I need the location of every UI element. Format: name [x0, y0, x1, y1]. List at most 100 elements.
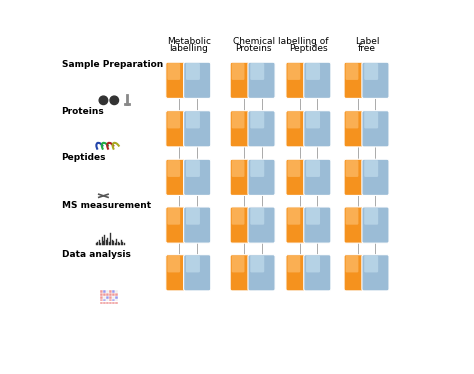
FancyBboxPatch shape — [286, 159, 313, 195]
Bar — [109, 293, 112, 295]
FancyBboxPatch shape — [230, 62, 257, 98]
Bar — [115, 296, 118, 298]
Text: Chemical labelling of: Chemical labelling of — [233, 37, 328, 46]
FancyBboxPatch shape — [250, 63, 264, 80]
FancyBboxPatch shape — [232, 208, 245, 225]
Bar — [109, 302, 112, 304]
FancyBboxPatch shape — [166, 255, 193, 291]
FancyBboxPatch shape — [250, 255, 264, 272]
Text: Label: Label — [355, 37, 379, 46]
FancyBboxPatch shape — [306, 160, 320, 177]
Text: Peptides: Peptides — [62, 153, 106, 162]
Bar — [115, 293, 118, 295]
FancyBboxPatch shape — [306, 208, 320, 225]
FancyBboxPatch shape — [288, 208, 300, 225]
Bar — [112, 290, 115, 293]
Text: MS measurement: MS measurement — [62, 201, 151, 210]
FancyBboxPatch shape — [286, 255, 313, 291]
FancyBboxPatch shape — [232, 111, 245, 128]
FancyBboxPatch shape — [344, 207, 371, 243]
FancyBboxPatch shape — [248, 62, 275, 98]
FancyBboxPatch shape — [167, 63, 180, 80]
FancyBboxPatch shape — [250, 160, 264, 177]
FancyBboxPatch shape — [344, 62, 371, 98]
FancyBboxPatch shape — [166, 207, 193, 243]
FancyBboxPatch shape — [364, 160, 378, 177]
Bar — [106, 293, 109, 295]
FancyBboxPatch shape — [364, 111, 378, 128]
Bar — [109, 290, 112, 293]
FancyBboxPatch shape — [286, 62, 313, 98]
Bar — [115, 290, 118, 293]
FancyBboxPatch shape — [248, 159, 275, 195]
FancyBboxPatch shape — [186, 208, 200, 225]
FancyBboxPatch shape — [167, 111, 180, 128]
FancyBboxPatch shape — [248, 255, 275, 291]
Bar — [112, 296, 115, 298]
Bar — [112, 302, 115, 304]
Bar — [103, 296, 106, 298]
FancyBboxPatch shape — [346, 111, 358, 128]
Bar — [115, 299, 118, 301]
FancyBboxPatch shape — [166, 111, 193, 147]
Bar — [106, 290, 109, 293]
FancyBboxPatch shape — [286, 111, 313, 147]
Bar — [103, 290, 106, 293]
FancyBboxPatch shape — [362, 62, 389, 98]
FancyBboxPatch shape — [248, 207, 275, 243]
FancyBboxPatch shape — [186, 63, 200, 80]
FancyBboxPatch shape — [232, 160, 245, 177]
Bar — [103, 293, 106, 295]
Bar — [112, 299, 115, 301]
FancyBboxPatch shape — [346, 160, 358, 177]
FancyBboxPatch shape — [362, 255, 389, 291]
Bar — [100, 293, 103, 295]
FancyBboxPatch shape — [344, 159, 371, 195]
FancyBboxPatch shape — [288, 255, 300, 272]
FancyBboxPatch shape — [362, 159, 389, 195]
Text: Data analysis: Data analysis — [62, 250, 130, 259]
FancyBboxPatch shape — [286, 207, 313, 243]
FancyBboxPatch shape — [288, 63, 300, 80]
FancyBboxPatch shape — [306, 111, 320, 128]
FancyBboxPatch shape — [304, 111, 331, 147]
Text: Sample Preparation: Sample Preparation — [62, 60, 163, 70]
Text: free: free — [358, 44, 376, 53]
Text: labelling: labelling — [169, 44, 208, 53]
FancyBboxPatch shape — [364, 208, 378, 225]
FancyBboxPatch shape — [230, 159, 257, 195]
FancyBboxPatch shape — [362, 111, 389, 147]
Circle shape — [110, 96, 118, 105]
Text: Proteins: Proteins — [235, 44, 271, 53]
Bar — [106, 302, 109, 304]
FancyBboxPatch shape — [364, 63, 378, 80]
FancyBboxPatch shape — [250, 111, 264, 128]
FancyBboxPatch shape — [183, 255, 211, 291]
FancyBboxPatch shape — [186, 255, 200, 272]
Bar — [106, 299, 109, 301]
Bar — [115, 302, 118, 304]
FancyBboxPatch shape — [166, 62, 193, 98]
Bar — [103, 299, 106, 301]
FancyBboxPatch shape — [288, 160, 300, 177]
FancyBboxPatch shape — [306, 255, 320, 272]
FancyBboxPatch shape — [183, 62, 211, 98]
FancyBboxPatch shape — [232, 63, 245, 80]
FancyBboxPatch shape — [304, 207, 331, 243]
FancyBboxPatch shape — [250, 208, 264, 225]
Text: Metabolic: Metabolic — [167, 37, 210, 46]
FancyBboxPatch shape — [362, 207, 389, 243]
Bar — [100, 296, 103, 298]
FancyBboxPatch shape — [230, 111, 257, 147]
FancyBboxPatch shape — [306, 63, 320, 80]
Bar — [100, 302, 103, 304]
Bar — [112, 293, 115, 295]
FancyBboxPatch shape — [230, 255, 257, 291]
FancyBboxPatch shape — [344, 111, 371, 147]
Bar — [103, 302, 106, 304]
FancyBboxPatch shape — [167, 255, 180, 272]
FancyBboxPatch shape — [304, 62, 331, 98]
Text: Proteins: Proteins — [62, 107, 104, 116]
FancyBboxPatch shape — [167, 208, 180, 225]
FancyBboxPatch shape — [304, 159, 331, 195]
